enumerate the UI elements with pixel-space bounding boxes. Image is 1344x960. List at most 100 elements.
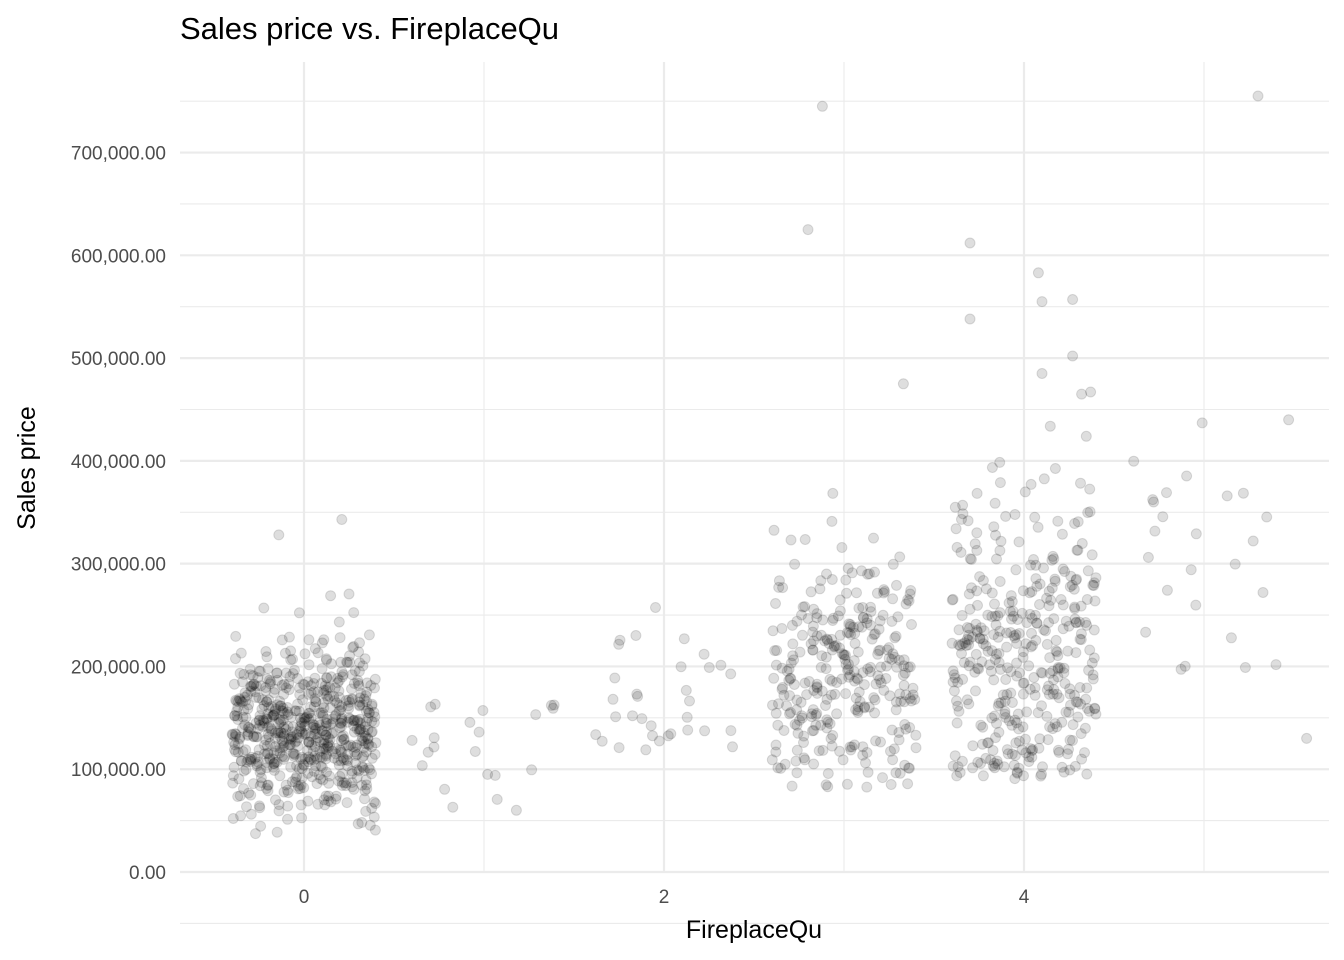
data-point bbox=[318, 742, 330, 754]
data-point bbox=[871, 587, 883, 599]
data-point bbox=[288, 750, 300, 762]
data-point bbox=[548, 699, 560, 711]
data-point bbox=[795, 696, 807, 708]
data-point bbox=[789, 718, 801, 730]
data-point bbox=[1052, 650, 1064, 662]
y-tick-label: 100,000.00 bbox=[71, 760, 166, 781]
data-point bbox=[596, 735, 608, 747]
data-point bbox=[786, 619, 798, 631]
data-point bbox=[990, 732, 1001, 744]
data-point bbox=[1011, 766, 1023, 778]
data-point bbox=[815, 629, 827, 641]
data-point bbox=[276, 705, 288, 717]
data-point bbox=[1025, 478, 1037, 490]
data-point bbox=[805, 638, 817, 650]
data-point bbox=[791, 694, 803, 706]
data-point bbox=[955, 546, 967, 558]
data-point bbox=[977, 638, 989, 650]
data-point bbox=[1000, 712, 1012, 723]
data-point bbox=[1070, 574, 1082, 586]
data-point bbox=[1021, 617, 1033, 629]
data-point bbox=[267, 761, 279, 773]
data-point bbox=[857, 749, 869, 761]
data-point bbox=[329, 710, 341, 722]
data-point bbox=[309, 672, 321, 684]
scatter-points bbox=[226, 90, 1313, 840]
data-point bbox=[317, 774, 329, 786]
data-point bbox=[324, 691, 336, 703]
data-point bbox=[447, 801, 459, 813]
data-point bbox=[1044, 667, 1056, 679]
data-point bbox=[607, 693, 619, 705]
data-point bbox=[811, 708, 823, 719]
data-point bbox=[953, 705, 965, 717]
data-point bbox=[256, 703, 268, 715]
data-point bbox=[768, 672, 780, 684]
data-point bbox=[261, 696, 273, 707]
data-point bbox=[974, 632, 986, 644]
data-point bbox=[285, 739, 296, 751]
data-point bbox=[645, 720, 657, 732]
data-point bbox=[819, 635, 831, 647]
data-point bbox=[836, 648, 848, 660]
data-point bbox=[1064, 683, 1076, 695]
data-point bbox=[995, 697, 1007, 709]
data-point bbox=[1087, 673, 1099, 685]
data-point bbox=[268, 758, 280, 769]
data-point bbox=[298, 712, 310, 724]
data-point bbox=[900, 723, 912, 735]
data-point bbox=[1047, 665, 1059, 677]
data-point bbox=[1052, 744, 1064, 756]
data-point bbox=[245, 680, 256, 692]
data-point bbox=[974, 633, 986, 645]
data-point bbox=[368, 717, 380, 729]
data-point bbox=[263, 720, 275, 732]
data-point bbox=[613, 638, 625, 650]
data-point bbox=[1034, 733, 1046, 745]
data-point bbox=[798, 752, 810, 764]
data-point bbox=[787, 638, 799, 650]
data-point bbox=[1196, 417, 1208, 429]
data-point bbox=[319, 680, 331, 692]
data-point bbox=[361, 686, 373, 698]
data-point bbox=[526, 764, 538, 776]
data-point bbox=[316, 637, 328, 649]
data-point bbox=[613, 742, 625, 754]
data-point bbox=[293, 763, 305, 775]
data-point bbox=[356, 752, 368, 763]
x-tick-label: 4 bbox=[1019, 887, 1030, 908]
data-point bbox=[1066, 579, 1078, 591]
data-point bbox=[254, 780, 266, 792]
data-point bbox=[1035, 667, 1047, 678]
data-point bbox=[320, 684, 332, 696]
data-point bbox=[1090, 708, 1102, 720]
data-point bbox=[1074, 682, 1086, 693]
data-point bbox=[282, 784, 293, 796]
data-point bbox=[287, 668, 299, 679]
data-point bbox=[360, 705, 372, 717]
data-point bbox=[303, 634, 315, 646]
data-point bbox=[791, 704, 803, 716]
data-point bbox=[332, 677, 344, 689]
data-point bbox=[885, 745, 896, 757]
data-point bbox=[1080, 617, 1092, 628]
data-point bbox=[849, 638, 861, 649]
data-point bbox=[280, 667, 292, 679]
data-point bbox=[348, 678, 360, 689]
data-point bbox=[857, 612, 869, 623]
data-point bbox=[299, 720, 311, 732]
data-point bbox=[292, 740, 304, 752]
data-point bbox=[318, 685, 330, 696]
data-point bbox=[331, 697, 343, 709]
data-point bbox=[311, 778, 323, 790]
data-point bbox=[873, 645, 885, 657]
data-point bbox=[834, 629, 846, 641]
data-point bbox=[1089, 702, 1101, 714]
data-point bbox=[1157, 511, 1169, 523]
data-point bbox=[1058, 667, 1070, 679]
data-point bbox=[850, 692, 862, 704]
data-point bbox=[338, 734, 350, 746]
data-point bbox=[874, 674, 886, 686]
data-point bbox=[1003, 597, 1015, 609]
data-point bbox=[975, 757, 987, 769]
